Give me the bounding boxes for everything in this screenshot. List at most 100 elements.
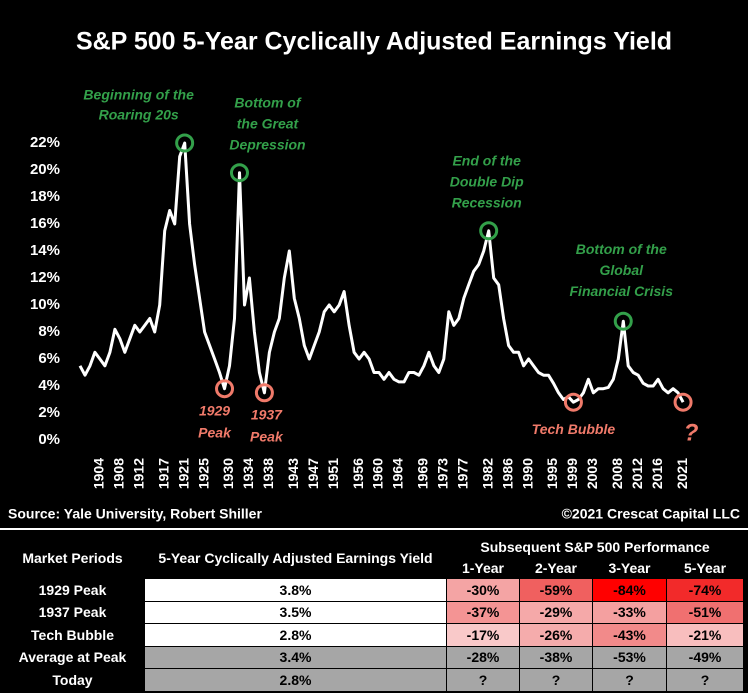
annotation-text: Tech Bubble (532, 421, 616, 437)
annotation-marker (229, 163, 249, 183)
annotation-marker (175, 133, 195, 153)
y-tick-label: 8% (38, 323, 60, 340)
table-row: Today 2.8%???? (1, 669, 744, 691)
value-cell: 2.8% (145, 624, 446, 646)
x-tick-label: 1995 (544, 458, 560, 489)
header-yield: 5-Year Cyclically Adjusted Earnings Yiel… (145, 537, 446, 578)
table-row: Average at Peak 3.4% -28% -38% -53% -49% (1, 646, 744, 668)
value-cell: ? (667, 669, 744, 691)
value-cell: -84% (593, 579, 666, 601)
header-period: Market Periods (1, 537, 144, 578)
x-tick-label: 1964 (390, 458, 406, 489)
x-tick-label: 1908 (111, 458, 127, 489)
value-cell: -28% (447, 646, 519, 668)
y-tick-label: 6% (38, 350, 60, 367)
value-cell: -43% (593, 624, 666, 646)
annotation-text: Recession (452, 194, 522, 210)
value-cell: -37% (447, 601, 519, 623)
x-tick-label: 1977 (454, 458, 470, 489)
period-cell: Tech Bubble (1, 624, 144, 646)
header-performance: Subsequent S&P 500 Performance (447, 537, 744, 557)
value-cell: 3.5% (145, 601, 446, 623)
value-cell: -49% (667, 646, 744, 668)
annotation-text: 1929 (199, 402, 230, 418)
x-tick-label: 1947 (305, 458, 321, 489)
value-cell: -21% (667, 624, 744, 646)
y-tick-label: 14% (30, 242, 60, 259)
x-tick-label: 2016 (649, 458, 665, 489)
data-line (78, 141, 685, 404)
period-cell: Average at Peak (1, 646, 144, 668)
chart-title: S&P 500 5-Year Cyclically Adjusted Earni… (76, 28, 672, 56)
y-tick-label: 2% (38, 404, 60, 421)
x-tick-label: 1925 (195, 458, 211, 489)
x-tick-label: 1986 (499, 458, 515, 489)
value-cell: -74% (667, 579, 744, 601)
x-tick-label: 1934 (240, 458, 256, 489)
value-cell: -17% (447, 624, 519, 646)
annotation-marker (673, 392, 693, 412)
value-cell: -38% (520, 646, 592, 668)
x-tick-label: 1904 (91, 458, 107, 489)
annotation-marker (563, 392, 583, 412)
annotation-marker (613, 311, 633, 331)
header-horizon: 5-Year (667, 558, 744, 578)
period-cell: 1929 Peak (1, 579, 144, 601)
annotation-marker (254, 383, 274, 403)
annotation-text: Global (599, 262, 644, 278)
y-tick-label: 12% (30, 269, 60, 286)
x-tick-label: 1951 (325, 458, 341, 489)
annotation-text: Financial Crisis (570, 283, 674, 299)
annotation-text: End of the (452, 152, 521, 168)
value-cell: -26% (520, 624, 592, 646)
source-note: Source: Yale University, Robert Shiller (8, 506, 262, 522)
annotation-text: the Great (237, 115, 300, 131)
x-tick-label: 1982 (479, 458, 495, 489)
value-cell: ? (447, 669, 519, 691)
x-tick-label: 1938 (260, 458, 276, 489)
x-tick-label: 1969 (415, 458, 431, 489)
table-row: Tech Bubble 2.8% -17% -26% -43% -21% (1, 624, 744, 646)
y-tick-label: 4% (38, 377, 60, 394)
annotation-text: Depression (229, 136, 305, 152)
period-cell: 1937 Peak (1, 601, 144, 623)
y-tick-label: 22% (30, 134, 60, 151)
annotation-text: Peak (250, 428, 284, 444)
credit-note: ©2021 Crescat Capital LLC (562, 506, 740, 522)
annotation-text: Peak (198, 424, 232, 440)
x-tick-label: 2012 (629, 458, 645, 489)
x-tick-label: 1960 (370, 458, 386, 489)
x-tick-label: 1956 (350, 458, 366, 489)
x-tick-label: 1999 (564, 458, 580, 489)
value-cell: 3.8% (145, 579, 446, 601)
value-cell: -51% (667, 601, 744, 623)
header-horizon: 3-Year (593, 558, 666, 578)
annotation-marker (479, 221, 499, 241)
y-tick-label: 18% (30, 188, 60, 205)
value-cell: -33% (593, 601, 666, 623)
x-tick-label: 2003 (584, 458, 600, 489)
x-tick-label: 1912 (130, 458, 146, 489)
annotation-text: 1937 (251, 406, 283, 422)
x-tick-label: 1921 (175, 458, 191, 489)
x-tick-label: 1930 (220, 458, 236, 489)
chart: S&P 500 5-Year Cyclically Adjusted Earni… (0, 28, 748, 530)
value-cell: 3.4% (145, 646, 446, 668)
annotation-text: Bottom of the (576, 241, 667, 257)
period-cell: Today (1, 669, 144, 691)
annotation-text: Double Dip (450, 173, 524, 189)
annotation-text: Roaring 20s (99, 107, 179, 123)
x-tick-label: 2021 (674, 458, 690, 489)
y-tick-label: 10% (30, 296, 60, 313)
value-cell: -30% (447, 579, 519, 601)
x-tick-label: 1990 (519, 458, 535, 489)
x-tick-label: 1973 (435, 458, 451, 489)
x-tick-label: 1917 (155, 458, 171, 489)
value-cell: 2.8% (145, 669, 446, 691)
table-row: 1929 Peak 3.8% -30% -59% -84% -74% (1, 579, 744, 601)
value-cell: -29% (520, 601, 592, 623)
y-tick-label: 20% (30, 161, 60, 178)
annotation-text: ? (684, 420, 699, 447)
header-horizon: 1-Year (447, 558, 519, 578)
table-row: 1937 Peak 3.5% -37% -29% -33% -51% (1, 601, 744, 623)
